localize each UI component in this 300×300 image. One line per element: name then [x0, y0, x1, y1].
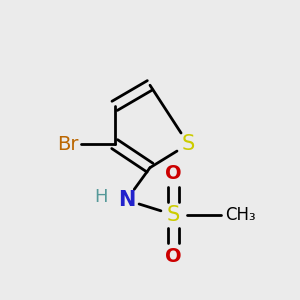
Text: Br: Br: [57, 135, 78, 154]
Text: O: O: [165, 164, 182, 183]
Text: H: H: [95, 188, 108, 206]
Text: S: S: [182, 134, 195, 154]
Text: N: N: [118, 190, 135, 210]
Text: CH₃: CH₃: [225, 206, 256, 224]
Text: S: S: [167, 205, 180, 225]
Text: O: O: [165, 247, 182, 266]
